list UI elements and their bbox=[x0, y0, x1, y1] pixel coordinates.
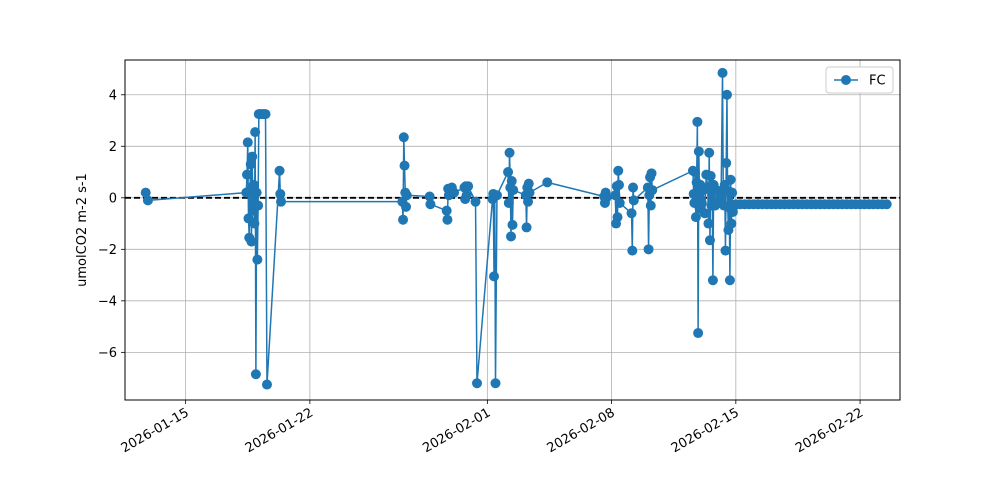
data-point bbox=[690, 167, 701, 178]
data-point bbox=[626, 208, 637, 219]
data-point bbox=[274, 165, 285, 176]
data-point bbox=[724, 275, 735, 286]
y-tick-label: 4 bbox=[109, 88, 117, 103]
data-point bbox=[503, 197, 514, 208]
data-point bbox=[523, 178, 534, 189]
data-point bbox=[247, 151, 258, 162]
data-point bbox=[508, 185, 519, 196]
data-point bbox=[142, 195, 153, 206]
data-point bbox=[425, 199, 436, 210]
plot-frame bbox=[124, 59, 901, 401]
data-point bbox=[612, 212, 623, 223]
data-point bbox=[613, 179, 624, 190]
y-tick-label: −6 bbox=[98, 346, 117, 361]
data-point bbox=[260, 109, 271, 120]
data-point bbox=[524, 187, 535, 198]
data-point bbox=[140, 187, 151, 198]
data-point bbox=[252, 254, 263, 265]
data-point bbox=[250, 127, 261, 138]
data-point bbox=[461, 190, 472, 201]
data-point bbox=[523, 196, 534, 207]
data-point bbox=[506, 176, 517, 187]
data-point bbox=[245, 159, 256, 170]
data-point bbox=[504, 147, 515, 158]
y-tick-label: 0 bbox=[109, 191, 117, 206]
data-point bbox=[699, 208, 710, 219]
data-point bbox=[463, 181, 474, 192]
data-point bbox=[401, 190, 412, 201]
data-point bbox=[275, 188, 286, 199]
data-point bbox=[248, 179, 259, 190]
data-point bbox=[491, 190, 502, 201]
data-point bbox=[249, 218, 260, 229]
data-point bbox=[489, 271, 500, 282]
data-point bbox=[614, 197, 625, 208]
data-point bbox=[646, 168, 657, 179]
data-point bbox=[643, 244, 654, 255]
data-point bbox=[628, 182, 639, 193]
data-point bbox=[542, 177, 553, 188]
data-point bbox=[881, 199, 892, 210]
data-point bbox=[704, 235, 715, 246]
data-point bbox=[725, 174, 736, 185]
data-point bbox=[242, 137, 253, 148]
legend-label-fc: FC bbox=[869, 74, 886, 89]
data-point bbox=[721, 89, 732, 100]
data-point bbox=[705, 170, 716, 181]
data-point bbox=[647, 185, 658, 196]
data-point bbox=[503, 167, 514, 178]
data-point bbox=[696, 197, 707, 208]
data-point bbox=[253, 200, 264, 211]
data-point bbox=[726, 218, 737, 229]
data-point bbox=[449, 187, 460, 198]
data-point bbox=[399, 160, 410, 171]
data-point bbox=[490, 378, 501, 389]
data-point bbox=[721, 158, 732, 169]
data-point bbox=[521, 222, 532, 233]
data-point bbox=[690, 212, 701, 223]
y-tick-label: −4 bbox=[98, 294, 117, 309]
legend-box bbox=[825, 66, 894, 94]
data-point bbox=[472, 378, 482, 389]
data-point bbox=[627, 245, 638, 256]
series-fc bbox=[140, 67, 892, 390]
data-point bbox=[424, 191, 435, 202]
y-tick-label: 2 bbox=[109, 140, 117, 155]
data-point bbox=[251, 187, 262, 198]
data-point bbox=[250, 369, 261, 380]
data-point bbox=[720, 245, 731, 256]
data-point bbox=[470, 196, 481, 207]
data-point bbox=[693, 146, 704, 157]
data-point bbox=[727, 187, 738, 198]
data-point bbox=[441, 205, 452, 216]
data-point bbox=[688, 188, 699, 199]
data-point bbox=[506, 231, 517, 242]
data-point bbox=[610, 190, 621, 201]
data-point bbox=[398, 132, 409, 143]
data-point bbox=[628, 195, 639, 206]
data-point bbox=[601, 192, 612, 203]
legend: FC bbox=[825, 66, 894, 94]
data-point bbox=[692, 116, 703, 127]
data-point bbox=[242, 169, 253, 180]
y-tick-label: −2 bbox=[98, 243, 117, 258]
data-point bbox=[401, 201, 412, 212]
y-axis-label: umolCO2 m-2 s-1 bbox=[75, 173, 90, 287]
y-axis-ticks: 4 2 0 −2 −4 −6 bbox=[98, 88, 125, 361]
data-point bbox=[261, 379, 272, 390]
legend-dot-marker bbox=[841, 75, 851, 85]
data-point bbox=[276, 196, 287, 207]
data-point bbox=[703, 218, 714, 229]
data-point bbox=[645, 200, 656, 211]
data-point bbox=[693, 328, 704, 339]
data-point bbox=[398, 214, 409, 225]
data-point bbox=[507, 219, 518, 230]
data-point bbox=[246, 236, 257, 247]
data-point bbox=[613, 165, 624, 176]
data-point bbox=[717, 67, 728, 78]
data-point bbox=[442, 214, 453, 225]
data-point bbox=[707, 275, 718, 286]
data-point bbox=[704, 147, 715, 158]
